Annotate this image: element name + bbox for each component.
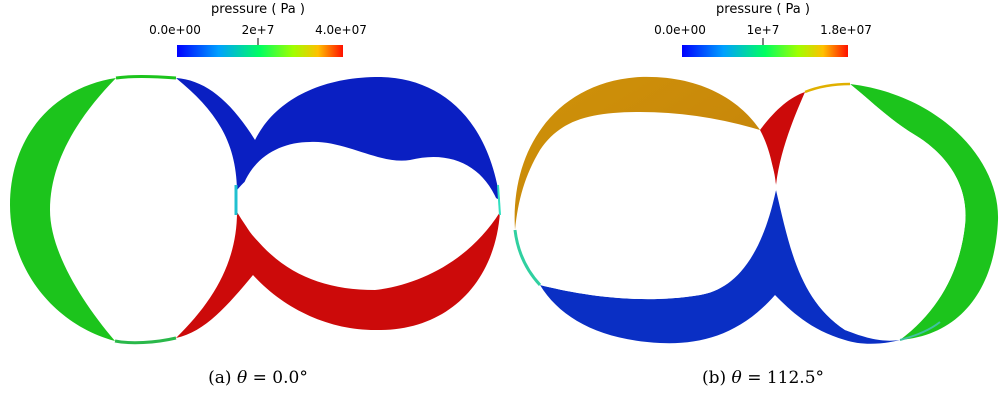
caption-b: (b) θ = 112.5° (702, 368, 824, 388)
colorbar-tick-max: 1.8e+07 (820, 23, 872, 37)
seal-line-bottom (114, 336, 177, 345)
colorbar-tick-mid: 2e+7 (242, 23, 275, 37)
seal-line-left (513, 229, 542, 287)
colorbar-title: pressure ( Pa ) (716, 2, 810, 17)
colorbar-gradient (177, 45, 343, 57)
hole-right (782, 84, 966, 340)
hole-left (519, 116, 776, 300)
colorbar-title: pressure ( Pa ) (211, 2, 305, 17)
region-left-pocket (10, 78, 116, 341)
colorbar-tick-max: 4.0e+07 (315, 23, 367, 37)
colorbar-gradient (682, 45, 848, 57)
seal-line-right (497, 184, 501, 216)
colorbar-b: pressure ( Pa ) 0.0e+00 1e+7 1.8e+07 (654, 2, 872, 57)
region-lower-right (176, 212, 500, 338)
colorbar-a: pressure ( Pa ) 0.0e+00 2e+7 4.0e+07 (149, 2, 367, 57)
region-small-red (760, 92, 805, 185)
region-upper-left (514, 76, 760, 230)
region-right-pocket (850, 84, 999, 340)
seal-line-bottom (899, 321, 941, 341)
colorbar-tick-mid: 1e+7 (747, 23, 780, 37)
panel-b: pressure ( Pa ) 0.0e+00 1e+7 1.8e+07 (b)… (513, 2, 999, 388)
seal-line-top (804, 82, 851, 94)
hole-right (240, 141, 497, 262)
panel-a: pressure ( Pa ) 0.0e+00 2e+7 4.0e+07 (a)… (10, 2, 501, 388)
colorbar-tick-min: 0.0e+00 (149, 23, 201, 37)
caption-a: (a) θ = 0.0° (208, 368, 308, 388)
region-lower-band (540, 190, 900, 344)
seal-line-top (115, 75, 177, 80)
colorbar-tick-min: 0.0e+00 (654, 23, 706, 37)
